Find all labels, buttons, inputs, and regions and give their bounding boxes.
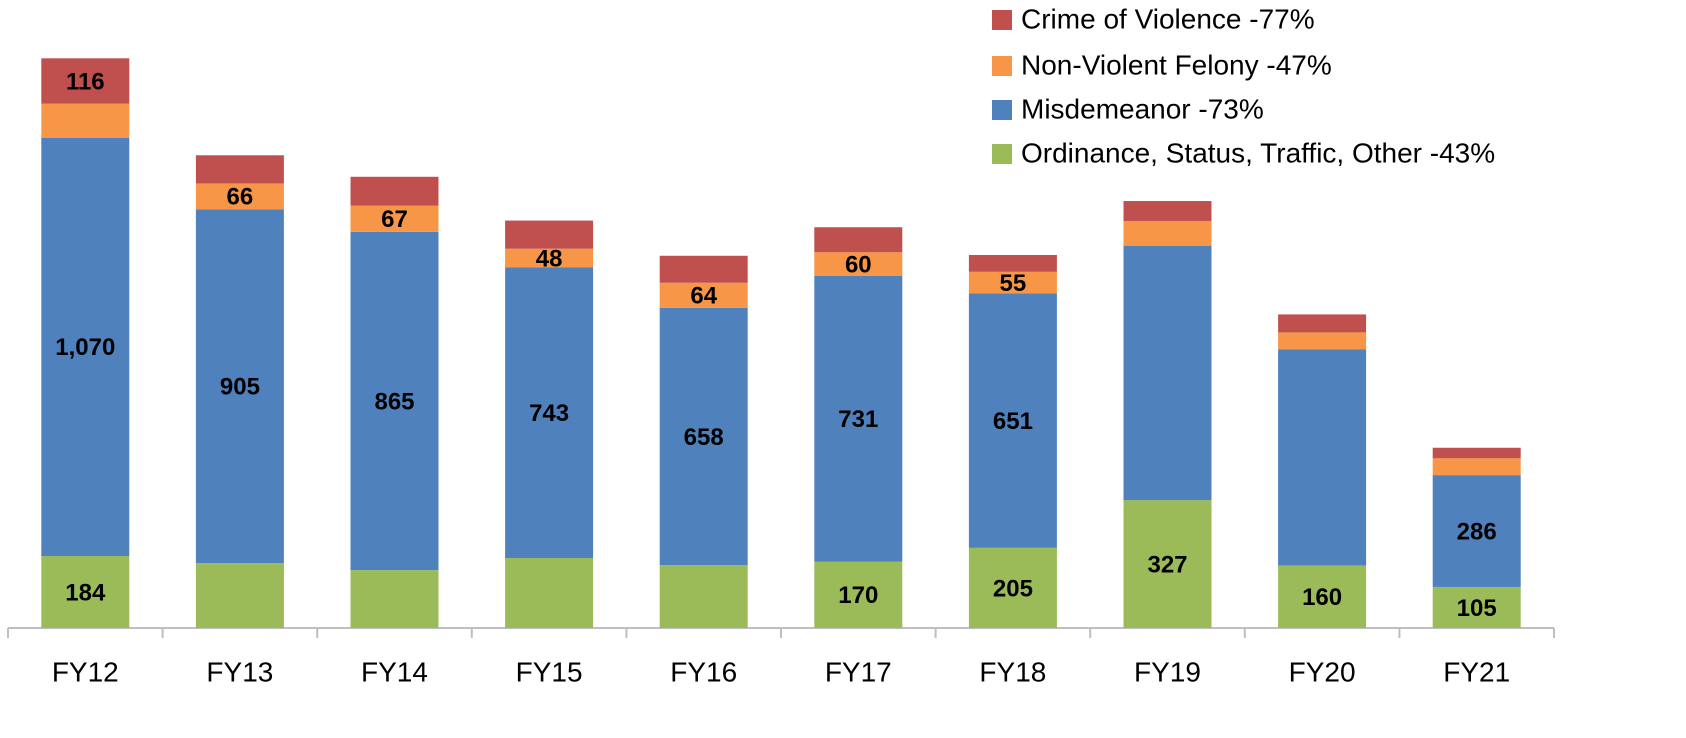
bar-segment: [1432, 586, 1521, 628]
bar-segment: [41, 103, 130, 138]
bar-segment: [1278, 565, 1367, 628]
data-label: 327: [1147, 551, 1187, 578]
x-tick-label: FY20: [1289, 656, 1356, 687]
data-label: 865: [374, 388, 414, 415]
bar-segment: [659, 565, 748, 628]
bar-segment: [968, 293, 1057, 548]
bar-segment: [505, 558, 594, 628]
data-label: 1,070: [55, 334, 115, 361]
data-label: 116: [66, 68, 105, 95]
legend-swatch: [992, 100, 1012, 120]
x-tick-label: FY16: [670, 656, 737, 687]
bar-segment: [968, 254, 1057, 272]
bar-segment: [350, 231, 439, 571]
bar-segment: [350, 176, 439, 206]
data-label: 55: [1000, 270, 1027, 297]
bar-segment: [1432, 447, 1521, 459]
bar-segment: [814, 561, 903, 628]
x-tick-label: FY17: [825, 656, 892, 687]
bar-segment: [659, 307, 748, 566]
data-label: 184: [65, 579, 106, 606]
bar-segment: [195, 183, 284, 210]
data-label: 66: [227, 184, 254, 211]
data-label: 905: [220, 374, 260, 401]
x-tick-label: FY12: [52, 656, 119, 687]
bar-segment: [505, 267, 594, 559]
bar-segment: [814, 275, 903, 562]
data-label: 105: [1457, 595, 1497, 622]
legend-swatch: [992, 144, 1012, 164]
bar-segment: [350, 570, 439, 628]
data-label: 60: [845, 251, 872, 278]
legend-swatch: [992, 56, 1012, 76]
x-tick-label: FY18: [979, 656, 1046, 687]
data-label: 67: [381, 206, 408, 233]
x-tick-label: FY14: [361, 656, 428, 687]
data-label: 658: [684, 424, 724, 451]
data-label: 64: [690, 283, 717, 310]
legend-label: Ordinance, Status, Traffic, Other -43%: [1021, 137, 1495, 168]
legend-label: Misdemeanor -73%: [1021, 93, 1264, 124]
bar-segment: [1432, 458, 1521, 476]
legend-swatch: [992, 10, 1012, 30]
bar-segment: [1432, 475, 1521, 587]
bar-segment: [968, 271, 1057, 294]
data-label: 286: [1457, 518, 1497, 545]
bar-segment: [1123, 220, 1212, 246]
legend-label: Non-Violent Felony -47%: [1021, 49, 1332, 80]
bar-segment: [1278, 349, 1367, 566]
legend-label: Crime of Violence -77%: [1021, 3, 1315, 34]
x-tick-label: FY19: [1134, 656, 1201, 687]
bar-segment: [1278, 314, 1367, 333]
x-tick-label: FY15: [516, 656, 583, 687]
data-label: 731: [838, 406, 878, 433]
bar-segment: [195, 563, 284, 628]
bar-segment: [659, 282, 748, 308]
data-label: 170: [838, 582, 878, 609]
data-label: 743: [529, 400, 569, 427]
bar-segment: [1123, 500, 1212, 628]
data-label: 205: [993, 575, 1033, 602]
bar-segment: [41, 58, 130, 104]
bar-segment: [814, 252, 903, 276]
bar-segment: [1278, 332, 1367, 350]
bar-segment: [659, 255, 748, 283]
bar-segment: [350, 205, 439, 232]
x-tick-label: FY21: [1443, 656, 1510, 687]
bar-segment: [1123, 201, 1212, 221]
bar-segment: [505, 248, 594, 268]
bar-segment: [41, 137, 130, 557]
bar-segment: [814, 227, 903, 253]
data-label: 160: [1302, 584, 1342, 611]
bar-segment: [195, 209, 284, 564]
x-tick-label: FY13: [206, 656, 273, 687]
bar-segment: [195, 155, 284, 184]
bar-segment: [1123, 245, 1212, 501]
bar-segment: [505, 220, 594, 249]
data-label: 48: [536, 245, 563, 272]
data-label: 651: [993, 408, 1033, 435]
bar-segment: [41, 556, 130, 628]
bar-segment: [968, 547, 1057, 628]
